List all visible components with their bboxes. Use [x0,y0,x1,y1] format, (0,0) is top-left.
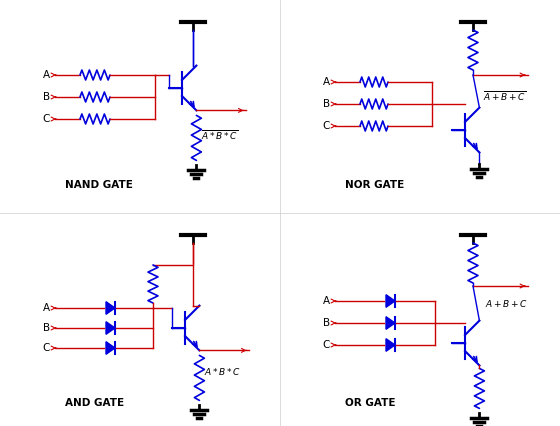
Text: $A+B+C$: $A+B+C$ [485,298,528,309]
Text: C: C [43,343,50,353]
Polygon shape [386,295,395,307]
Text: B: B [323,318,330,328]
Polygon shape [106,302,115,314]
Text: AND GATE: AND GATE [65,398,124,408]
Text: $\overline{A*B*C}$: $\overline{A*B*C}$ [202,128,239,142]
Text: NOR GATE: NOR GATE [345,180,404,190]
Text: A: A [43,70,50,80]
Text: A: A [43,303,50,313]
Text: NAND GATE: NAND GATE [65,180,133,190]
Text: B: B [43,92,50,102]
Polygon shape [106,322,115,334]
Text: B: B [43,323,50,333]
Polygon shape [106,342,115,354]
Text: C: C [323,340,330,350]
Text: C: C [323,121,330,131]
Polygon shape [386,339,395,351]
Text: $\overline{A+B+C}$: $\overline{A+B+C}$ [483,89,526,103]
Text: $A*B*C$: $A*B*C$ [204,366,241,377]
Text: C: C [43,114,50,124]
Text: A: A [323,77,330,87]
Text: A: A [323,296,330,306]
Text: OR GATE: OR GATE [345,398,395,408]
Text: B: B [323,99,330,109]
Polygon shape [386,317,395,329]
